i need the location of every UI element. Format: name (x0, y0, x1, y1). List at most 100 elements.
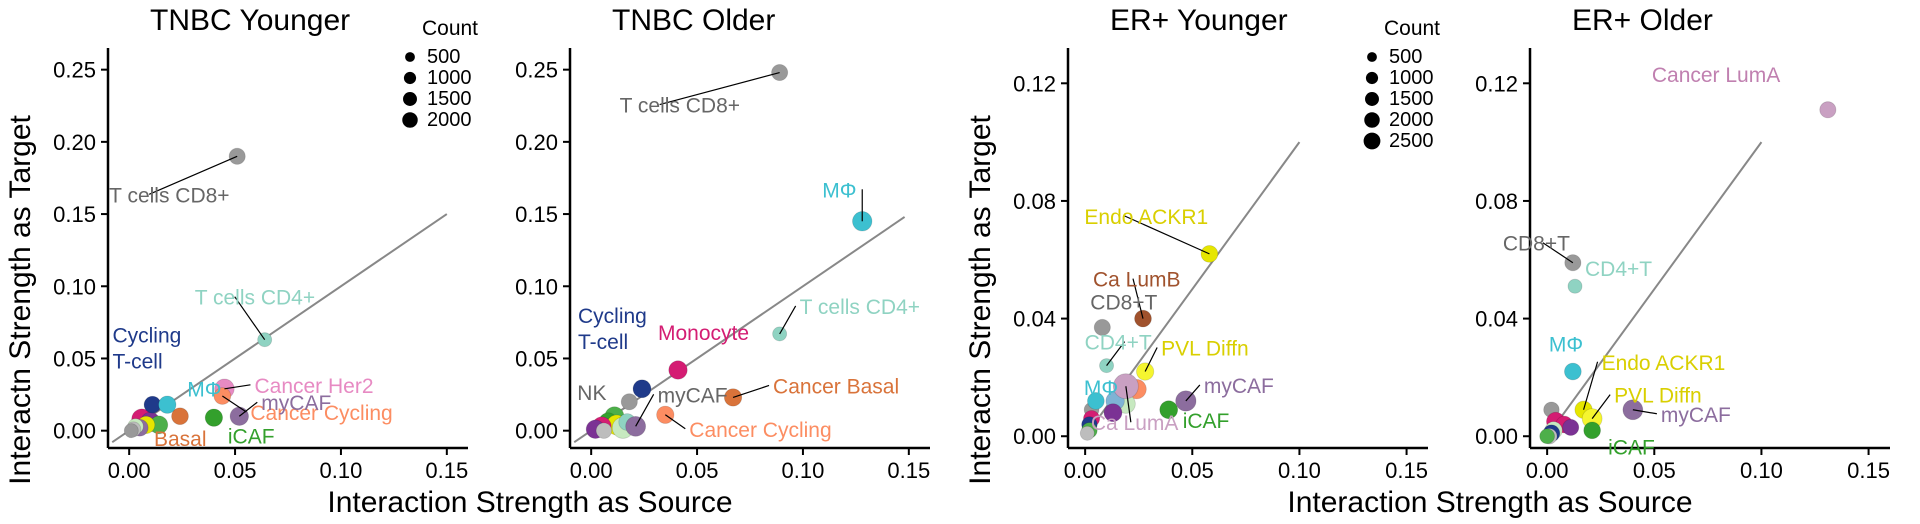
legend-entry: 2000 (1389, 109, 1434, 131)
x-tick-label: 0.00 (1526, 458, 1569, 483)
data-point (1562, 418, 1580, 436)
legend-swatch (1363, 132, 1381, 150)
label-leader (1542, 242, 1574, 264)
point-label: myCAF (658, 384, 728, 407)
panel-title: ER+ Older (1572, 4, 1713, 37)
point-label: T cells CD8+ (620, 95, 740, 118)
x-tick-label: 0.05 (676, 458, 719, 483)
data-point (158, 395, 177, 414)
y-axis-label-er: Interactn Strength as Target (964, 115, 997, 485)
legend-title: Count (1384, 17, 1440, 40)
legend-swatch (402, 112, 418, 128)
data-point (1093, 318, 1111, 336)
label-leader (1144, 347, 1158, 372)
point-label: Cancer Cycling (250, 402, 392, 425)
data-point (1159, 400, 1179, 420)
point-label: Cancer Her2 (254, 375, 373, 398)
point-label: iCAF (1608, 436, 1655, 459)
point-label: Cycling (112, 325, 181, 348)
label-leader (732, 384, 770, 399)
legend-swatch (403, 92, 417, 106)
point-label: Cancer Basal (773, 375, 899, 398)
data-point (204, 408, 223, 427)
y-tick-label: 0.10 (53, 274, 96, 299)
point-label: myCAF (1661, 404, 1731, 427)
y-tick-label: 0.08 (1013, 189, 1056, 214)
data-point (123, 423, 139, 439)
point-label: Ca LumA (1091, 412, 1179, 435)
legend-entry: 2500 (1389, 130, 1434, 152)
legend-swatch (1365, 71, 1379, 85)
point-label: T cells CD4+ (195, 287, 315, 310)
y-tick-label: 0.25 (515, 58, 558, 83)
legend-entry: 1500 (1389, 88, 1434, 110)
point-label: myCAF (1204, 375, 1274, 398)
label-leader (1125, 386, 1132, 423)
legend-entry: 1500 (427, 88, 472, 110)
data-point (1567, 278, 1583, 294)
label-leader (1591, 394, 1611, 419)
legend-swatch (403, 71, 417, 85)
data-point (1087, 392, 1105, 410)
y-tick-label: 0.15 (515, 202, 558, 227)
x-tick-label: 0.10 (1278, 458, 1321, 483)
label-leader (148, 155, 238, 195)
y-tick-label: 0.08 (1475, 189, 1518, 214)
y-tick-label: 0.10 (515, 274, 558, 299)
y-tick-label: 0.04 (1475, 307, 1518, 332)
x-tick-label: 0.15 (887, 458, 930, 483)
y-tick-label: 0.20 (53, 130, 96, 155)
legend-swatch (1365, 92, 1379, 106)
x-tick-label: 0.00 (570, 458, 613, 483)
label-leader (779, 305, 797, 335)
point-label: iCAF (1183, 410, 1230, 433)
point-label: PVL Diffn (1614, 385, 1702, 408)
point-label: T cells CD8+ (109, 184, 229, 207)
x-tick-label: 0.05 (1633, 458, 1676, 483)
x-tick-label: 0.10 (320, 458, 363, 483)
y-tick-label: 0.25 (53, 58, 96, 83)
point-label: MΦ (1549, 334, 1583, 357)
y-tick-label: 0.05 (53, 346, 96, 371)
data-point (1583, 421, 1601, 440)
point-label: T-cell (578, 331, 628, 354)
x-tick-label: 0.15 (1847, 458, 1890, 483)
point-label: NK (577, 382, 606, 405)
panel-title: TNBC Older (612, 4, 775, 37)
legend-entry: 1000 (427, 67, 472, 89)
y-tick-label: 0.05 (515, 346, 558, 371)
data-point (632, 379, 652, 399)
point-label: PVL Diffn (1161, 338, 1249, 361)
y-tick-label: 0.00 (515, 419, 558, 444)
label-leader (659, 71, 780, 106)
data-point (1539, 428, 1555, 445)
legend-entry: 500 (427, 46, 460, 68)
legend-entry: 1000 (1389, 67, 1434, 89)
data-point (620, 393, 638, 411)
x-tick-label: 0.15 (425, 458, 468, 483)
point-label: Ca LumB (1093, 269, 1181, 292)
point-label: T cells CD4+ (800, 296, 920, 319)
point-label: Cancer LumA (1652, 64, 1780, 87)
panel-tnbc-younger: TNBC Younger 0.00 0.05 0.10 0.15 0.20 0.25 0.00… (53, 4, 468, 483)
identity-line (1546, 141, 1763, 437)
label-leader (1632, 409, 1657, 415)
label-leader (1185, 384, 1201, 402)
x-tick-label: 0.00 (1064, 458, 1107, 483)
panel-title: ER+ Younger (1110, 4, 1288, 37)
data-point (171, 407, 189, 426)
y-tick-label: 0.20 (515, 130, 558, 155)
y-tick-label: 0.00 (1013, 424, 1056, 449)
point-label: CD8+T (1090, 291, 1157, 314)
point-label: Cycling (578, 305, 647, 328)
point-label: T-cell (112, 351, 162, 374)
label-leader (1106, 341, 1126, 367)
panel-title: TNBC Younger (150, 4, 350, 37)
panel-er-older: ER+ Older 0.00 0.04 0.08 0.12 0.00 0.05 0.10 0.1… (1475, 4, 1890, 483)
legend-entry: 2000 (427, 109, 472, 131)
label-leader (234, 296, 266, 341)
point-label: Cancer Cycling (689, 419, 831, 442)
point-label: iCAF (228, 426, 275, 449)
